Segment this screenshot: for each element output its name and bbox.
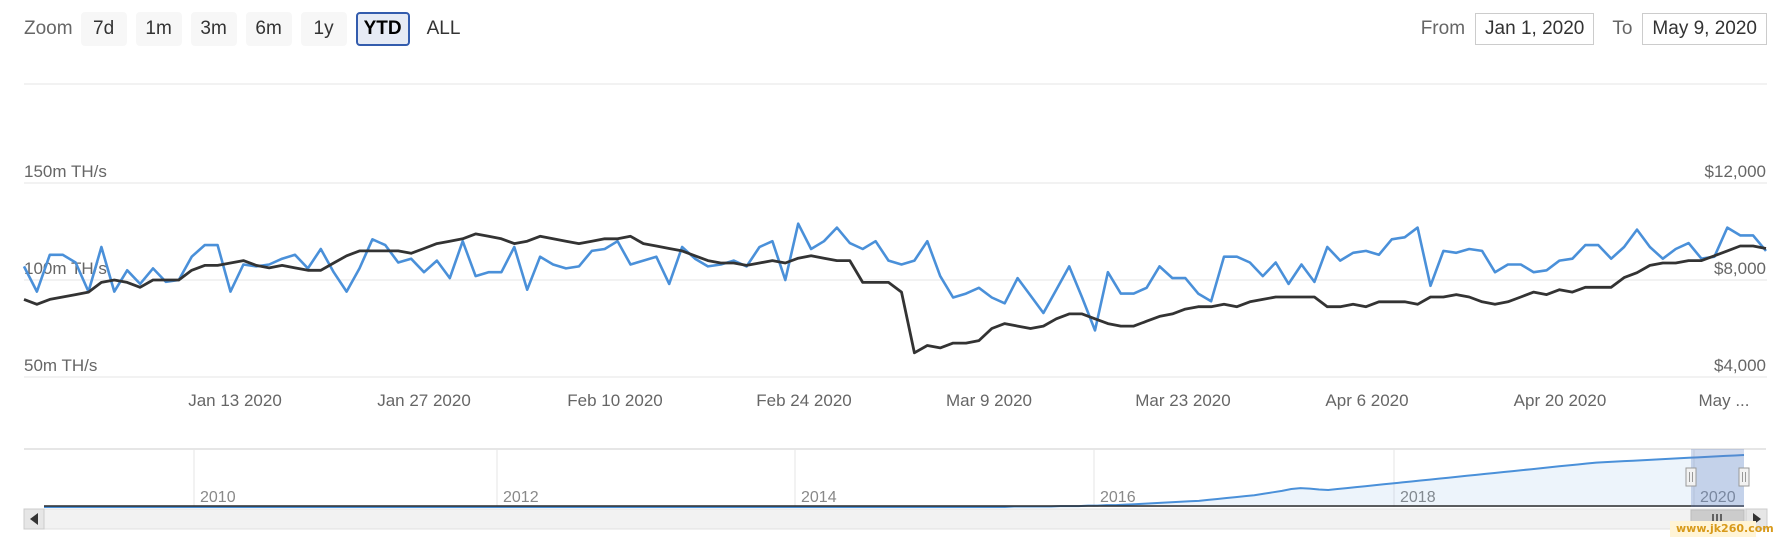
zoom-all-button[interactable]: ALL xyxy=(426,18,461,39)
navigator-tick-label: 2014 xyxy=(801,489,837,506)
navigator-line xyxy=(44,454,1745,508)
x-tick-label: Feb 24 2020 xyxy=(756,391,851,410)
x-tick-label: Mar 23 2020 xyxy=(1135,391,1230,410)
date-range: From Jan 1, 2020 To May 9, 2020 xyxy=(1421,12,1767,46)
series-layer xyxy=(22,222,1767,355)
y-right-tick-label: $4,000 xyxy=(1714,356,1766,375)
zoom-label: Zoom xyxy=(24,18,73,39)
navigator-tick-label: 2016 xyxy=(1100,489,1136,506)
handle-body xyxy=(1738,467,1750,487)
x-tick-label: Apr 6 2020 xyxy=(1325,391,1408,410)
x-tick-label: Jan 13 2020 xyxy=(188,391,282,410)
chevron-left-icon xyxy=(30,513,38,525)
y-left-tick-label: 50m TH/s xyxy=(24,356,97,375)
navigator[interactable]: 2010 2012 2014 2016 2018 2020 xyxy=(24,448,1766,508)
grid xyxy=(24,83,1767,378)
scrollbar[interactable] xyxy=(23,508,1768,530)
navigator-tick-label: 2018 xyxy=(1400,489,1436,506)
zoom-ytd-button[interactable]: YTD xyxy=(355,12,410,46)
y-left-tick-label: 150m TH/s xyxy=(24,162,107,181)
zoom-6m-button[interactable]: 6m xyxy=(245,12,292,46)
navigator-tick-label: 2012 xyxy=(503,489,539,506)
zoom-1m-button[interactable]: 1m xyxy=(135,12,182,46)
to-label: To xyxy=(1612,18,1633,39)
y-right-tick-label: $8,000 xyxy=(1714,259,1766,278)
watermark-bg xyxy=(1670,521,1756,537)
navigator-tick-label: 2020 xyxy=(1700,489,1736,506)
navigator-left-handle[interactable] xyxy=(1685,467,1697,487)
price-line xyxy=(23,232,1767,355)
scroll-left-button[interactable] xyxy=(23,508,45,530)
handle-body xyxy=(1685,467,1697,487)
x-tick-label: Jan 27 2020 xyxy=(377,391,471,410)
x-tick-label: Feb 10 2020 xyxy=(567,391,662,410)
zoom-3m-button[interactable]: 3m xyxy=(190,12,237,46)
scrollbar-track xyxy=(23,508,1768,530)
navigator-tick-label: 2010 xyxy=(200,489,236,506)
zoom-bar: Zoom 7d 1m 3m 6m 1y YTD ALL xyxy=(24,12,477,46)
x-tick-label: Mar 9 2020 xyxy=(946,391,1032,410)
to-date-input[interactable]: May 9, 2020 xyxy=(1642,13,1767,45)
from-date-input[interactable]: Jan 1, 2020 xyxy=(1475,13,1595,45)
navigator-selection xyxy=(1691,449,1744,507)
zoom-1y-button[interactable]: 1y xyxy=(300,12,347,46)
watermark: www.jk260.com xyxy=(1676,522,1774,535)
from-label: From xyxy=(1420,18,1466,39)
y-right-tick-label: $12,000 xyxy=(1705,162,1766,181)
zoom-7d-button[interactable]: 7d xyxy=(80,12,127,46)
navigator-right-handle[interactable] xyxy=(1738,467,1750,487)
x-tick-label: May ... xyxy=(1698,391,1749,410)
x-tick-label: Apr 20 2020 xyxy=(1514,391,1607,410)
hashrate-line xyxy=(22,222,1767,332)
x-axis-labels: Jan 13 2020 Jan 27 2020 Feb 10 2020 Feb 24 … xyxy=(188,391,1749,410)
navigator-area xyxy=(44,455,1744,507)
